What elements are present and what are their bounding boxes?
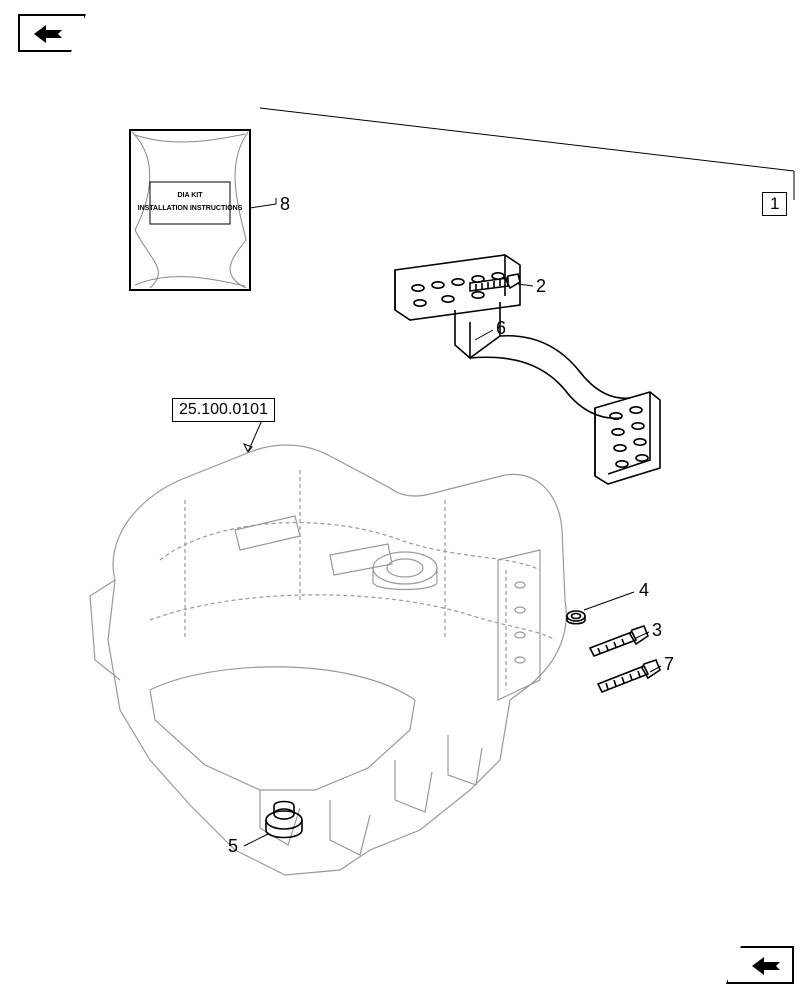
callout-1: 1	[762, 192, 787, 216]
bolt-3	[590, 626, 648, 656]
manual-line1: DIA KIT	[177, 192, 203, 199]
callout-4: 4	[639, 580, 649, 601]
ref-box-text: 25.100.0101	[179, 401, 268, 418]
drawing-svg: DIA KIT INSTALLATION INSTRUCTIONS	[0, 0, 812, 1000]
washer-4	[567, 611, 585, 624]
bracket-part	[395, 255, 660, 484]
callout-8: 8	[280, 194, 290, 215]
axle-support-ghost	[90, 445, 566, 875]
callout-3: 3	[652, 620, 662, 641]
manual-booklet: DIA KIT INSTALLATION INSTRUCTIONS	[130, 130, 250, 290]
callout-7: 7	[664, 654, 674, 675]
manual-line2: INSTALLATION INSTRUCTIONS	[138, 205, 243, 212]
diagram-canvas: DIA KIT INSTALLATION INSTRUCTIONS	[0, 0, 812, 1000]
callout-6: 6	[496, 318, 506, 339]
ref-box: 25.100.0101	[172, 398, 275, 422]
bolt-7	[598, 660, 660, 692]
callout-2: 2	[536, 276, 546, 297]
callout-5: 5	[228, 836, 238, 857]
